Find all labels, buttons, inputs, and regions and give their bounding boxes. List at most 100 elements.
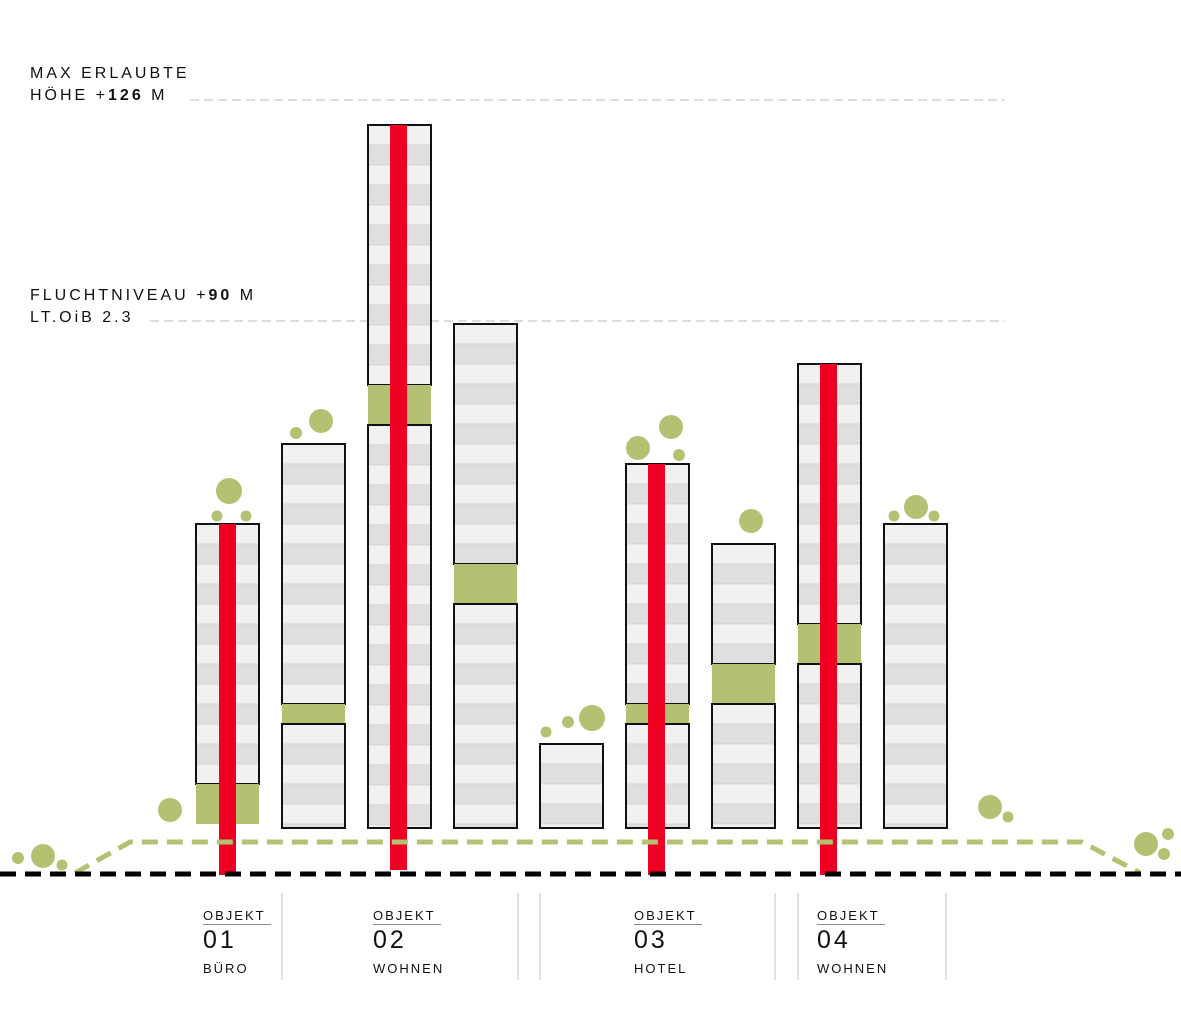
floor-band (711, 563, 776, 585)
floor-band (711, 703, 776, 725)
floor-band (453, 403, 518, 425)
object-kicker: OBJEKT (373, 908, 436, 923)
floor-band (539, 803, 604, 825)
tree-circle-icon (56, 859, 68, 871)
height-guides (150, 99, 1005, 322)
tree-circle-icon (1002, 811, 1014, 823)
tree-circle-icon (673, 449, 685, 461)
floor-band (883, 663, 948, 685)
tower-segment (281, 723, 346, 829)
trees-group (12, 409, 1174, 871)
cores-group (219, 125, 837, 875)
skygarden-band (712, 664, 775, 704)
max-height-line1: MAX ERLAUBTE (30, 65, 190, 82)
tree-circle-icon (626, 436, 650, 460)
tower-segment (453, 323, 518, 565)
floor-band (711, 723, 776, 745)
object-use: WOHNEN (817, 961, 889, 976)
escape-level-line2: LT.OiB 2.3 (30, 309, 134, 326)
object-use: HOTEL (634, 961, 688, 976)
tree-circle-icon (562, 716, 574, 728)
vertical-core-icon (390, 125, 407, 870)
tower-outline (711, 703, 776, 829)
floor-band (453, 643, 518, 665)
floor-band (883, 743, 948, 765)
floor-band (453, 443, 518, 465)
object-use: WOHNEN (373, 961, 445, 976)
tree-circle-icon (579, 705, 605, 731)
floor-band (711, 623, 776, 645)
floor-band (453, 423, 518, 445)
floor-band (281, 503, 346, 525)
floor-band (453, 683, 518, 705)
floor-band (453, 743, 518, 765)
floor-band (281, 603, 346, 625)
floor-band (281, 663, 346, 685)
floor-band (883, 703, 948, 725)
tree-circle-icon (659, 415, 683, 439)
tree-circle-icon (240, 510, 252, 522)
floor-band (883, 523, 948, 545)
floor-band (281, 583, 346, 605)
tower-segment (453, 603, 518, 829)
floor-band (453, 783, 518, 805)
tower-segment (711, 543, 776, 665)
floor-band (281, 563, 346, 585)
floor-band (883, 543, 948, 565)
floor-band (453, 343, 518, 365)
tree-circle-icon (290, 427, 302, 439)
vertical-core-icon (648, 464, 665, 875)
floor-band (453, 323, 518, 345)
tree-circle-icon (904, 495, 928, 519)
tree-circle-icon (1162, 828, 1174, 840)
tree-circle-icon (888, 510, 900, 522)
floor-band (281, 723, 346, 745)
floor-band (883, 683, 948, 705)
tree-circle-icon (211, 510, 223, 522)
object-caption-04: OBJEKT 04 WOHNEN (817, 908, 888, 977)
object-caption-02: OBJEKT 02 WOHNEN (373, 908, 444, 977)
floor-band (711, 763, 776, 785)
object-number: 04 (817, 924, 885, 955)
floor-band (883, 603, 948, 625)
floor-band (453, 383, 518, 405)
floor-band (453, 663, 518, 685)
floor-band (281, 803, 346, 825)
vertical-core-icon (820, 364, 837, 875)
object-kicker: OBJEKT (817, 908, 880, 923)
floor-band (711, 783, 776, 805)
object-caption-01: OBJEKT 01 BÜRO (203, 908, 271, 977)
floor-band (539, 743, 604, 765)
floor-band (281, 683, 346, 705)
object-number: 02 (373, 924, 441, 955)
floor-band (711, 643, 776, 665)
floor-band (453, 623, 518, 645)
floor-band (711, 543, 776, 565)
floor-band (453, 803, 518, 825)
floor-band (453, 723, 518, 745)
tree-circle-icon (540, 726, 552, 738)
floor-band (453, 463, 518, 485)
tower-outline (539, 743, 604, 829)
floor-band (883, 783, 948, 805)
tower-segment (883, 523, 948, 829)
floor-band (883, 563, 948, 585)
tree-circle-icon (739, 509, 763, 533)
floor-band (453, 763, 518, 785)
tree-circle-icon (928, 510, 940, 522)
floor-band (281, 443, 346, 465)
floor-band (453, 483, 518, 505)
floor-band (883, 643, 948, 665)
floor-band (453, 543, 518, 565)
object-caption-03: OBJEKT 03 HOTEL (634, 908, 702, 977)
object-number: 01 (203, 924, 271, 955)
tree-circle-icon (12, 852, 24, 864)
floor-band (883, 583, 948, 605)
floor-band (281, 463, 346, 485)
floor-band (711, 583, 776, 605)
floor-band (281, 743, 346, 765)
floor-band (883, 803, 948, 825)
floor-band (281, 483, 346, 505)
ground-group (0, 839, 1181, 877)
